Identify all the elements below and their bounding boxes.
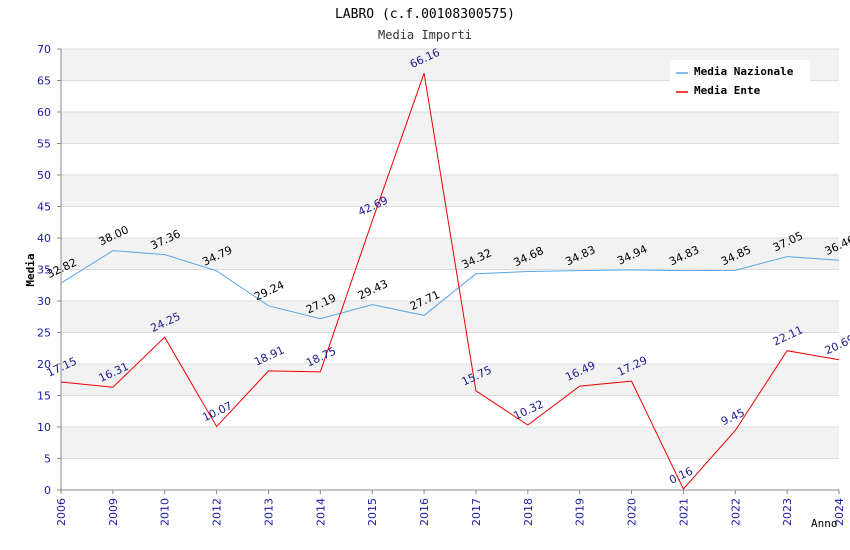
x-tick-label: 2009 <box>107 498 120 526</box>
data-label: 10.32 <box>512 398 546 423</box>
series-line-ente <box>60 73 840 490</box>
legend-label-nazionale: Media Nazionale <box>694 65 794 78</box>
y-axis-ticks: 0 5 10 15 20 25 30 35 40 45 50 55 60 65 70 <box>37 43 61 497</box>
y-tick-label: 10 <box>37 421 51 434</box>
y-tick-label: 25 <box>37 327 51 340</box>
legend-box <box>670 60 810 102</box>
grid-band <box>61 427 839 459</box>
x-tick-label: 2020 <box>626 498 639 526</box>
x-tick-label: 2022 <box>729 498 742 526</box>
y-tick-label: 50 <box>37 169 51 182</box>
y-tick-label: 55 <box>37 138 51 151</box>
y-tick-label: 60 <box>37 106 51 119</box>
chart-title: LABRO (c.f.00108300575) <box>335 7 515 22</box>
x-axis-ticks: 2006 2009 2010 2012 2013 2014 2015 2016 2017 2018… <box>55 490 846 526</box>
x-axis-label: Anno <box>811 517 838 530</box>
x-tick-label: 2017 <box>470 498 483 526</box>
y-tick-label: 40 <box>37 232 51 245</box>
x-tick-label: 2010 <box>159 498 172 526</box>
y-tick-label: 20 <box>37 358 51 371</box>
legend-label-ente: Media Ente <box>694 84 761 97</box>
y-tick-label: 35 <box>37 264 51 277</box>
x-tick-label: 2019 <box>574 498 587 526</box>
data-label: 10.07 <box>200 399 234 424</box>
y-tick-label: 15 <box>37 390 51 403</box>
data-label: 29.43 <box>356 277 390 302</box>
grid-band <box>61 238 839 270</box>
x-tick-label: 2013 <box>262 498 275 526</box>
x-tick-label: 2006 <box>55 498 68 526</box>
grid-band <box>61 112 839 144</box>
x-tick-label: 2023 <box>781 498 794 526</box>
y-tick-label: 70 <box>37 43 51 56</box>
chart-subtitle: Media Importi <box>378 28 472 42</box>
series-line-nazionale <box>60 250 840 320</box>
x-tick-label: 2016 <box>418 498 431 526</box>
x-tick-label: 2024 <box>833 498 846 526</box>
grid-band <box>61 301 839 333</box>
data-label: 20.69 <box>823 332 850 357</box>
y-tick-label: 5 <box>44 453 51 466</box>
x-tick-label: 2012 <box>211 498 224 526</box>
y-axis-label: Media <box>24 253 37 286</box>
y-tick-label: 65 <box>37 75 51 88</box>
y-tick-label: 30 <box>37 295 51 308</box>
legend: Media Nazionale Media Ente <box>670 60 810 102</box>
x-tick-label: 2014 <box>314 498 327 526</box>
x-tick-label: 2021 <box>677 498 690 526</box>
x-tick-label: 2015 <box>366 498 379 526</box>
grid-bands <box>61 49 839 459</box>
y-tick-label: 45 <box>37 201 51 214</box>
y-tick-label: 0 <box>44 484 51 497</box>
series-lines <box>60 73 840 490</box>
data-label: 9.45 <box>719 406 747 428</box>
x-tick-label: 2018 <box>522 498 535 526</box>
data-label: 29.24 <box>252 278 286 303</box>
grid-band <box>61 364 839 396</box>
grid-band <box>61 175 839 207</box>
